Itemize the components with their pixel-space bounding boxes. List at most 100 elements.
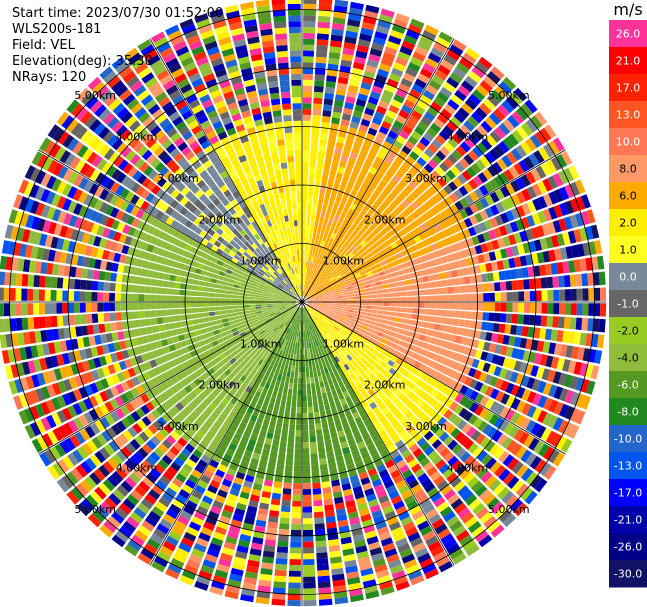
range-bin	[80, 479, 93, 493]
range-bin	[483, 252, 491, 263]
range-bin	[374, 322, 381, 327]
range-bin	[279, 523, 290, 530]
range-bin	[231, 302, 238, 306]
range-bin	[388, 430, 398, 439]
range-bin	[383, 115, 395, 125]
range-bin	[377, 293, 384, 298]
range-bin	[500, 345, 508, 356]
range-bin	[175, 321, 182, 329]
range-bin	[463, 248, 472, 258]
range-bin	[169, 385, 179, 395]
range-bin	[259, 380, 266, 388]
range-bin	[337, 76, 349, 85]
range-bin	[398, 383, 407, 392]
range-bin	[118, 525, 133, 538]
range-bin	[387, 359, 395, 367]
range-bin	[73, 417, 84, 430]
range-bin	[340, 441, 349, 449]
range-bin	[328, 314, 334, 318]
range-bin	[411, 484, 423, 494]
range-bin	[338, 130, 347, 138]
range-bin	[302, 126, 311, 133]
range-bin	[203, 286, 210, 292]
range-bin	[313, 299, 320, 301]
range-bin	[103, 292, 110, 302]
range-bin	[88, 395, 99, 408]
range-bin	[429, 369, 438, 378]
range-bin	[550, 156, 562, 171]
range-bin	[357, 556, 371, 565]
range-bin	[477, 172, 488, 184]
range-bin	[355, 497, 367, 506]
range-bin	[260, 454, 269, 463]
range-bin	[342, 350, 349, 357]
range-bin	[258, 411, 266, 419]
range-bin	[369, 448, 379, 457]
range-bin	[243, 370, 251, 378]
range-bin	[295, 336, 299, 343]
range-bin	[484, 207, 494, 218]
range-bin	[304, 261, 307, 268]
range-bin	[311, 347, 316, 354]
range-bin	[521, 388, 531, 401]
range-bin	[283, 326, 288, 333]
range-bin	[434, 166, 445, 177]
range-bin	[575, 196, 586, 211]
range-bin	[261, 307, 268, 311]
range-bin	[478, 534, 493, 548]
range-bin	[456, 529, 470, 542]
range-bin	[563, 422, 574, 437]
range-bin	[407, 531, 421, 542]
range-bin	[533, 440, 545, 454]
range-bin	[0, 334, 8, 349]
range-bin	[415, 398, 425, 408]
range-bin	[299, 348, 302, 355]
range-bin	[325, 151, 333, 159]
range-bin	[346, 328, 353, 334]
range-bin	[406, 285, 413, 291]
range-bin	[204, 490, 216, 500]
range-bin	[327, 340, 333, 346]
range-bin	[335, 375, 342, 382]
range-bin	[74, 217, 84, 229]
range-bin	[169, 395, 179, 405]
range-bin	[516, 400, 526, 413]
range-bin	[31, 438, 43, 453]
range-bin	[215, 284, 222, 289]
range-bin	[325, 318, 332, 323]
range-bin	[220, 439, 230, 448]
range-bin	[166, 434, 177, 445]
range-bin	[63, 378, 73, 392]
range-bin	[273, 360, 279, 368]
range-bin	[420, 372, 429, 382]
range-bin	[282, 319, 288, 325]
range-bin	[208, 542, 222, 552]
range-bin	[264, 437, 273, 445]
range-bin	[4, 224, 14, 239]
range-bin	[324, 439, 332, 447]
range-bin	[458, 250, 466, 259]
range-bin	[231, 298, 238, 302]
range-bin	[314, 376, 319, 383]
range-bin	[109, 282, 116, 292]
range-bin	[372, 376, 381, 385]
range-bin	[428, 409, 438, 419]
range-bin	[426, 329, 434, 337]
range-bin	[324, 328, 330, 334]
range-bin	[369, 401, 378, 410]
range-bin	[296, 319, 299, 325]
range-bin	[388, 521, 401, 531]
range-bin	[309, 424, 315, 431]
range-bin	[305, 306, 311, 311]
range-bin	[558, 316, 565, 329]
range-bin	[104, 271, 112, 281]
range-bin	[502, 472, 515, 486]
range-bin	[0, 287, 4, 301]
range-bin	[224, 473, 235, 482]
range-bin	[233, 284, 240, 289]
range-bin	[220, 458, 230, 468]
range-bin	[317, 581, 331, 589]
range-bin	[448, 225, 457, 235]
range-bin	[139, 319, 146, 327]
range-bin	[393, 474, 404, 484]
